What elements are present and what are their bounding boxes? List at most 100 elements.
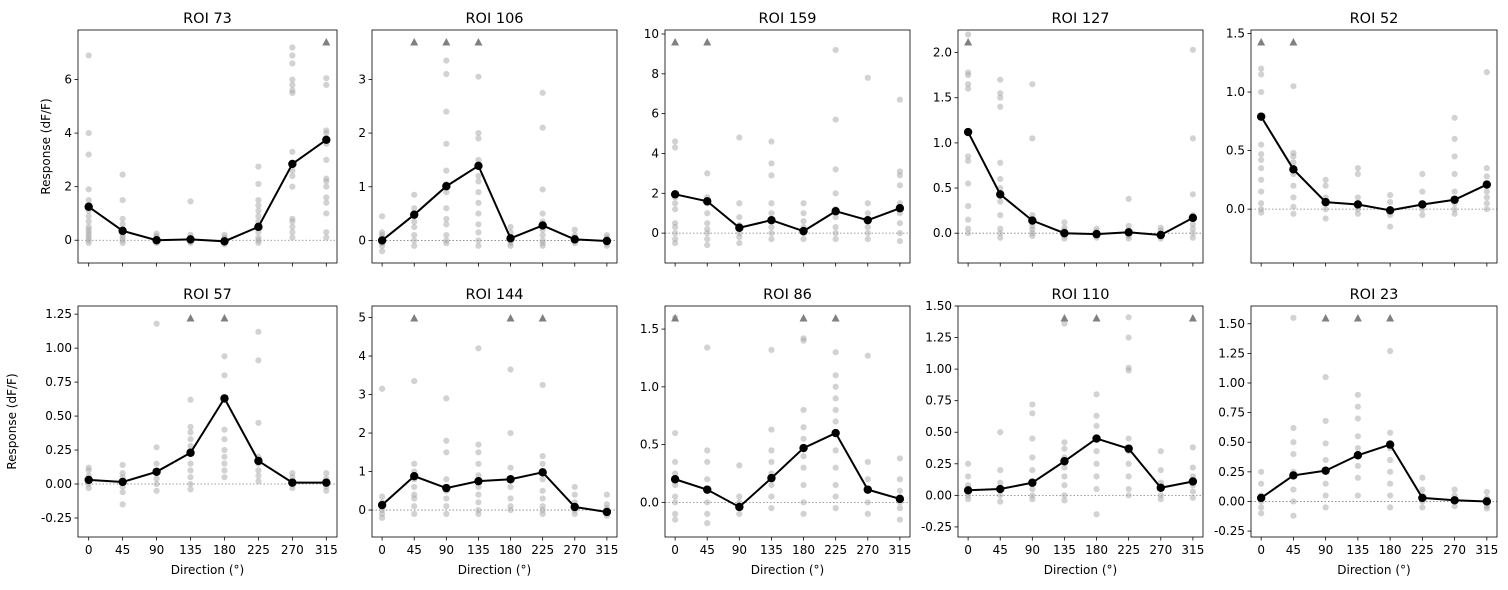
y-tick-label: -0.25 (1214, 524, 1245, 538)
trial-point (1483, 206, 1490, 213)
trial-point (864, 200, 871, 207)
y-tick-label: 2.0 (933, 46, 952, 60)
trial-point (864, 236, 871, 243)
trial-point (672, 230, 679, 237)
y-tick-label: 5 (358, 311, 366, 325)
trial-point (832, 464, 839, 471)
y-tick-label: 0 (651, 226, 659, 240)
panel-title: ROI 159 (758, 11, 816, 27)
trial-point (323, 81, 330, 89)
trial-point (443, 231, 450, 239)
trial-point (411, 495, 418, 502)
trial-point (411, 460, 418, 467)
trial-point (289, 172, 296, 180)
mean-response-point (570, 235, 579, 244)
mean-response-point (1256, 493, 1266, 503)
trial-point (1189, 225, 1196, 232)
trial-point (221, 446, 228, 454)
panel-title: ROI 144 (465, 287, 523, 303)
mean-response-point (963, 486, 973, 495)
y-tick-label: 0.5 (640, 438, 659, 452)
trial-point (571, 226, 578, 233)
trial-point (475, 483, 482, 491)
trial-point (1419, 504, 1426, 511)
trial-point (1290, 203, 1297, 210)
trial-point (187, 436, 194, 443)
trial-point (539, 381, 546, 389)
trial-point (289, 223, 296, 230)
trial-point (411, 237, 418, 244)
trial-point (221, 426, 228, 433)
trial-point (1189, 234, 1196, 241)
trial-point (965, 81, 972, 88)
x-tick-label: 180 (792, 543, 815, 557)
trial-point (187, 486, 194, 493)
trial-point (1451, 188, 1458, 195)
trial-point (1029, 496, 1036, 503)
trial-point (997, 230, 1004, 237)
y-tick-label: 1 (358, 180, 366, 194)
trial-point (323, 130, 330, 137)
mean-response-line (967, 131, 1194, 237)
trial-point (1029, 401, 1036, 408)
trial-point (1189, 221, 1196, 228)
trial-point (896, 455, 903, 462)
trial-point (768, 481, 775, 489)
trial-point (1354, 391, 1361, 398)
trial-point (255, 239, 262, 247)
trial-point (1258, 200, 1265, 207)
trial-point (379, 493, 386, 500)
trial-point (539, 242, 546, 249)
trial-point (704, 220, 711, 227)
trial-point (1093, 485, 1100, 493)
plot-frame (957, 305, 1204, 538)
trial-point (539, 476, 546, 483)
mean-response-point (996, 190, 1005, 199)
trial-point (1258, 88, 1265, 96)
trial-point (1061, 473, 1068, 480)
trial-point (1290, 210, 1297, 217)
trial-point (221, 372, 228, 379)
trial-point (187, 423, 194, 431)
mean-response-point (767, 215, 776, 225)
trial-point (1258, 209, 1265, 216)
trial-point (255, 213, 262, 220)
y-tick-label: 0 (358, 503, 366, 517)
y-tick-label: 1.00 (45, 341, 72, 355)
trial-point (1419, 474, 1426, 481)
outlier-marker (799, 314, 808, 322)
trial-point (1157, 496, 1164, 503)
trial-point (1061, 497, 1068, 504)
trial-point (704, 510, 711, 517)
mean-response-point (220, 394, 229, 403)
panel-roi-57: -0.25 0.00 0.25 0.50 0.75 1.00 1.25 0 45 90 135 180… (5, 287, 338, 577)
trial-point (1419, 170, 1426, 178)
x-tick-label: 225 (247, 543, 270, 557)
trial-point (800, 406, 807, 414)
trial-point (965, 473, 972, 480)
trial-point (85, 239, 92, 247)
y-tick-label: -0.25 (41, 511, 72, 525)
trial-point (119, 215, 126, 222)
mean-response-point (254, 456, 263, 466)
x-tick-label: 0 (85, 543, 93, 557)
trial-point (323, 229, 330, 236)
trial-point (832, 481, 839, 489)
trial-point (1125, 492, 1132, 499)
trial-point (187, 442, 194, 450)
x-tick-label: 180 (1085, 543, 1108, 557)
y-tick-label: 8 (651, 67, 659, 81)
trial-point (1483, 69, 1490, 76)
plot-frame (664, 29, 911, 264)
trial-point (672, 510, 679, 517)
trial-point (1387, 492, 1394, 499)
trial-point (965, 230, 972, 237)
panel-roi-127: 0.0 0.5 1.0 1.5 2.0 ROI 127 (933, 11, 1204, 267)
trial-point (1354, 194, 1361, 201)
trial-point (475, 189, 482, 196)
trial-point (187, 474, 194, 481)
y-tick-label: 2 (358, 426, 366, 440)
trial-point (704, 170, 711, 177)
trial-point (1258, 71, 1265, 78)
trial-point (800, 236, 807, 243)
